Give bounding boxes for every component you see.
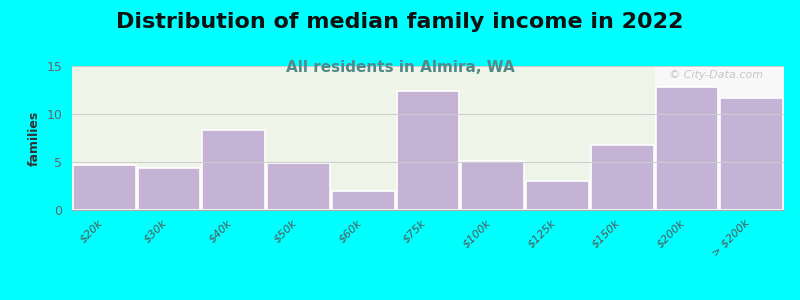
Bar: [138, 168, 201, 210]
Bar: [397, 91, 459, 210]
Bar: [590, 145, 654, 210]
Bar: [267, 163, 330, 210]
Bar: [654, 56, 800, 210]
Bar: [655, 87, 718, 210]
Bar: [462, 161, 524, 210]
Bar: [720, 98, 783, 210]
Text: Distribution of median family income in 2022: Distribution of median family income in …: [116, 12, 684, 32]
Bar: [526, 181, 589, 210]
Y-axis label: families: families: [28, 110, 41, 166]
Text: All residents in Almira, WA: All residents in Almira, WA: [286, 60, 514, 75]
Bar: [332, 191, 394, 210]
Text: © City-Data.com: © City-Data.com: [669, 70, 762, 80]
Bar: [73, 165, 136, 210]
Bar: [202, 130, 266, 210]
